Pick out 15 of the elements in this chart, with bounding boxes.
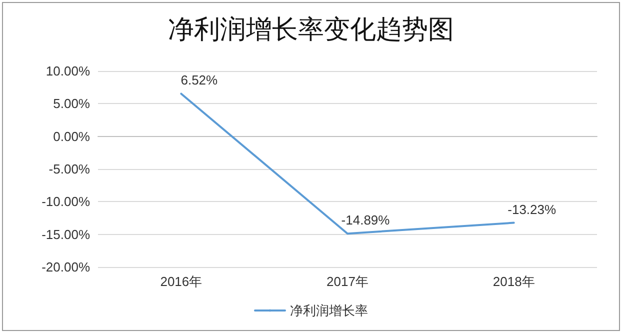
- y-tick-label: -5.00%: [48, 162, 90, 176]
- y-tick-label: -10.00%: [42, 194, 90, 210]
- data-label: 6.52%: [180, 72, 218, 88]
- data-label: -13.23%: [508, 202, 556, 217]
- y-tick-label: -15.00%: [42, 226, 90, 242]
- y-tick-label: -20.00%: [42, 260, 90, 274]
- x-tick-label: 2018年: [492, 274, 535, 289]
- x-tick-label: 2017年: [326, 274, 368, 289]
- y-tick-label: 0.00%: [53, 128, 90, 144]
- data-label: -14.89%: [341, 212, 390, 228]
- legend-label: 净利润增长率: [290, 303, 368, 318]
- chart-title: 净利润增长率变化趋势图: [168, 14, 454, 44]
- x-tick-label: 2016年: [160, 274, 202, 289]
- y-tick-label: 10.00%: [46, 64, 90, 78]
- y-tick-label: 5.00%: [53, 96, 90, 112]
